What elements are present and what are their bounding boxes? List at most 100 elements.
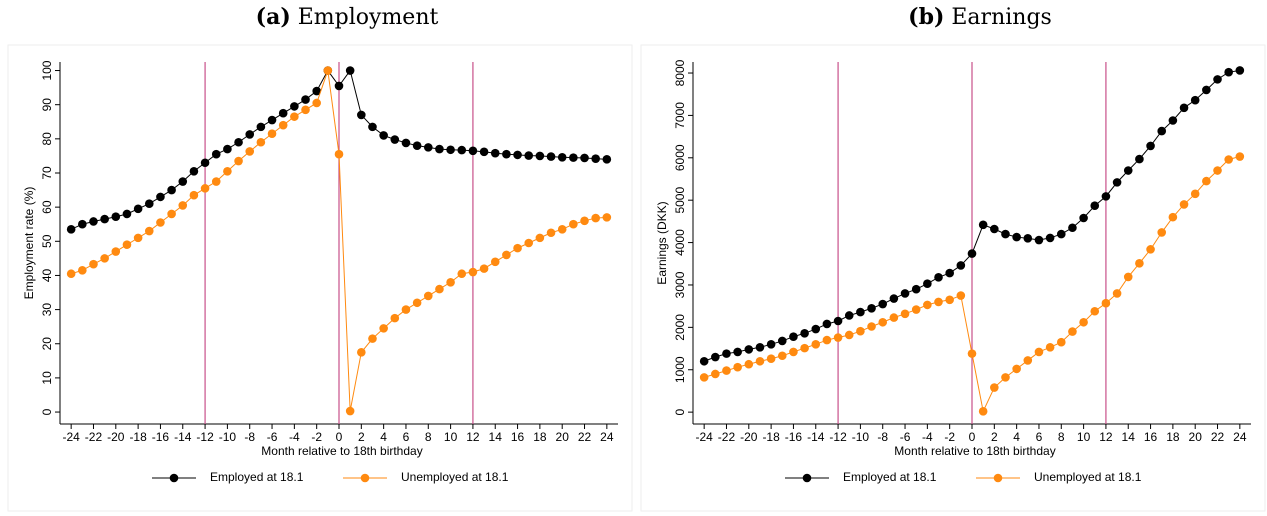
data-point <box>923 279 932 288</box>
data-point <box>267 115 277 125</box>
data-point <box>178 177 188 186</box>
data-point <box>468 267 478 277</box>
data-point <box>468 146 478 156</box>
x-tick-label: 22 <box>578 430 592 444</box>
x-tick-label: -10 <box>852 430 870 444</box>
x-tick-label: -16 <box>785 430 803 444</box>
data-point <box>167 185 176 195</box>
data-point <box>1224 67 1233 77</box>
data-point <box>569 219 578 229</box>
data-point <box>711 352 720 362</box>
data-point <box>1157 228 1167 237</box>
data-point <box>267 129 277 139</box>
x-tick-label: 22 <box>1211 430 1225 444</box>
data-point <box>1012 364 1021 374</box>
x-tick-label: -6 <box>900 430 911 444</box>
data-point <box>357 347 366 357</box>
x-tick-label: -8 <box>244 430 255 444</box>
data-point <box>457 269 467 279</box>
y-tick-label: 100 <box>40 60 54 80</box>
data-point <box>167 209 176 219</box>
data-point <box>412 141 422 150</box>
data-point <box>200 184 210 193</box>
data-point <box>1168 116 1178 125</box>
x-tick-label: 4 <box>1013 430 1020 444</box>
legend-marker <box>993 473 1003 483</box>
legend-marker <box>360 473 370 483</box>
data-point <box>1112 289 1122 298</box>
data-point <box>602 213 612 222</box>
data-point <box>490 148 500 158</box>
data-point <box>1056 337 1066 347</box>
x-tick-label: 16 <box>511 430 525 444</box>
data-point <box>1079 317 1088 327</box>
data-point <box>889 313 899 322</box>
data-point <box>278 120 288 130</box>
data-point <box>502 250 511 260</box>
data-point <box>1056 229 1066 239</box>
x-tick-label: 20 <box>1189 430 1203 444</box>
data-point <box>66 225 76 234</box>
data-point <box>844 330 854 340</box>
data-point <box>1123 272 1133 282</box>
x-tick-label: 16 <box>1144 430 1158 444</box>
x-tick-label: 8 <box>1058 430 1065 444</box>
data-point <box>457 145 467 155</box>
data-point <box>878 299 888 309</box>
data-point <box>722 366 731 375</box>
data-point <box>934 273 943 282</box>
data-point <box>133 204 143 214</box>
data-point <box>423 143 433 152</box>
data-point <box>78 219 87 229</box>
x-tick-label: 12 <box>466 430 480 444</box>
data-point <box>412 298 422 308</box>
x-tick-label: -14 <box>174 430 192 444</box>
data-point <box>1213 166 1222 175</box>
legend-label: Unemployed at 18.1 <box>401 470 509 484</box>
data-point <box>357 110 366 120</box>
data-point <box>89 259 98 269</box>
data-point <box>978 220 988 230</box>
title-text: Employment <box>298 5 439 30</box>
data-point <box>513 243 522 253</box>
data-point <box>1034 347 1044 357</box>
data-point <box>401 138 411 148</box>
data-point <box>290 112 299 121</box>
x-tick-label: -12 <box>196 430 214 444</box>
data-point <box>502 149 511 159</box>
data-point <box>1123 166 1133 175</box>
data-point <box>956 261 966 270</box>
data-point <box>1146 245 1155 254</box>
data-point <box>156 218 165 227</box>
legend-label: Employed at 18.1 <box>210 470 304 484</box>
data-point <box>911 284 921 294</box>
title-text: Earnings <box>951 5 1051 30</box>
data-point <box>1190 95 1200 105</box>
x-tick-label: -22 <box>85 430 103 444</box>
x-tick-label: -14 <box>807 430 825 444</box>
data-point <box>833 316 843 326</box>
chart-title: (b) Earnings <box>908 4 1052 30</box>
data-point <box>822 319 832 329</box>
data-point <box>1168 212 1178 222</box>
data-point <box>535 151 545 161</box>
panel-frame <box>7 44 633 512</box>
x-tick-label: 24 <box>600 430 614 444</box>
data-point <box>744 359 754 369</box>
data-point <box>1101 298 1111 308</box>
legend-label: Employed at 18.1 <box>843 470 937 484</box>
data-point <box>234 156 243 166</box>
x-tick-label: 4 <box>380 430 387 444</box>
x-tick-label: 6 <box>1036 430 1043 444</box>
data-point <box>379 131 388 140</box>
x-tick-label: 10 <box>1077 430 1091 444</box>
y-axis-label: Employment rate (%) <box>22 187 36 300</box>
data-point <box>524 151 534 160</box>
x-tick-label: -4 <box>289 430 300 444</box>
data-point <box>766 340 776 349</box>
data-point <box>591 154 600 163</box>
data-point <box>1012 232 1021 242</box>
data-point <box>1135 154 1144 164</box>
x-tick-label: 10 <box>444 430 458 444</box>
data-point <box>755 356 765 366</box>
